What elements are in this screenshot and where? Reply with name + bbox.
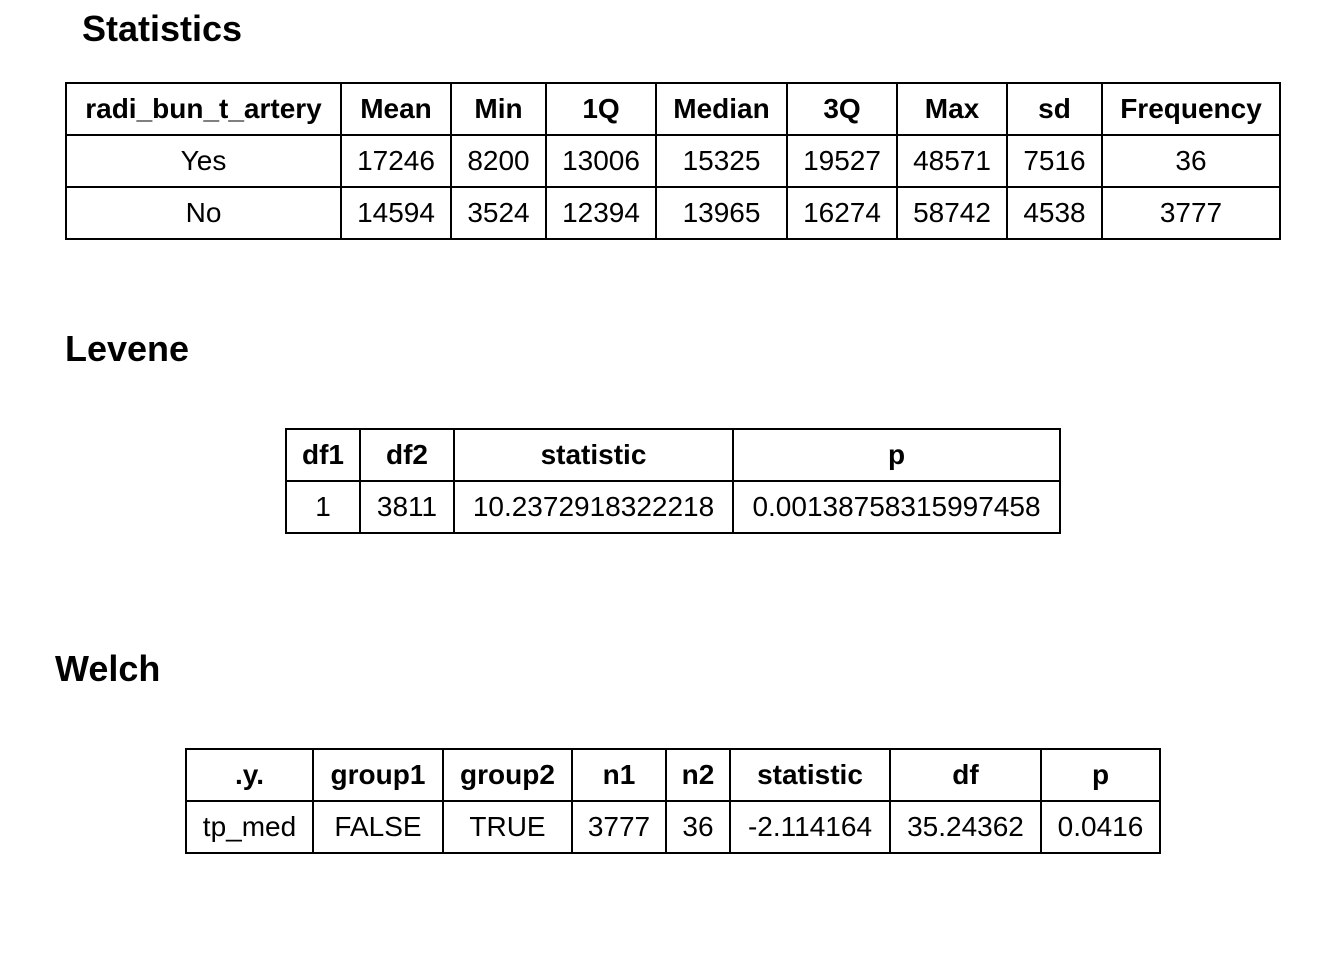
column-header: sd	[1006, 82, 1103, 136]
table-cell: 58742	[896, 186, 1008, 240]
table-cell: 12394	[545, 186, 657, 240]
table-cell: TRUE	[442, 800, 573, 854]
table-cell: 19527	[786, 134, 898, 188]
table-header-row: df1 df2 statistic p	[285, 428, 1061, 482]
column-header: 1Q	[545, 82, 657, 136]
statistics-title: Statistics	[82, 8, 243, 49]
table-cell: FALSE	[312, 800, 444, 854]
column-header: statistic	[729, 748, 891, 802]
table-cell: 7516	[1006, 134, 1103, 188]
table-cell: 13965	[655, 186, 788, 240]
table-cell: 15325	[655, 134, 788, 188]
column-header: Mean	[340, 82, 452, 136]
levene-table: df1 df2 statistic p 1 3811 10.2372918322…	[285, 428, 1061, 534]
table-cell: 3777	[571, 800, 667, 854]
table-cell: tp_med	[185, 800, 314, 854]
table-cell: 3524	[450, 186, 547, 240]
column-header: group1	[312, 748, 444, 802]
column-header: p	[1040, 748, 1161, 802]
table-cell: 16274	[786, 186, 898, 240]
welch-title: Welch	[55, 648, 161, 689]
statistics-table: radi_bun_t_artery Mean Min 1Q Median 3Q …	[65, 82, 1281, 240]
levene-title: Levene	[65, 328, 190, 369]
table-row: 1 3811 10.2372918322218 0.00138758315997…	[285, 480, 1061, 534]
table-cell: Yes	[65, 134, 342, 188]
column-header: n2	[665, 748, 731, 802]
column-header: radi_bun_t_artery	[65, 82, 342, 136]
table-cell: No	[65, 186, 342, 240]
column-header: .y.	[185, 748, 314, 802]
table-cell: 36	[665, 800, 731, 854]
table-cell: 35.24362	[889, 800, 1042, 854]
table-cell: 1	[285, 480, 361, 534]
column-header: df2	[359, 428, 455, 482]
table-header-row: radi_bun_t_artery Mean Min 1Q Median 3Q …	[65, 82, 1281, 136]
table-cell: 48571	[896, 134, 1008, 188]
column-header: df	[889, 748, 1042, 802]
table-cell: 8200	[450, 134, 547, 188]
column-header: Median	[655, 82, 788, 136]
table-cell: 3811	[359, 480, 455, 534]
table-cell: 4538	[1006, 186, 1103, 240]
welch-table: .y. group1 group2 n1 n2 statistic df p t…	[185, 748, 1161, 854]
column-header: n1	[571, 748, 667, 802]
table-cell: 3777	[1101, 186, 1281, 240]
column-header: 3Q	[786, 82, 898, 136]
column-header: Min	[450, 82, 547, 136]
column-header: statistic	[453, 428, 734, 482]
table-cell: -2.114164	[729, 800, 891, 854]
column-header: p	[732, 428, 1061, 482]
column-header: Frequency	[1101, 82, 1281, 136]
column-header: df1	[285, 428, 361, 482]
table-cell: 14594	[340, 186, 452, 240]
table-cell: 17246	[340, 134, 452, 188]
column-header: group2	[442, 748, 573, 802]
table-header-row: .y. group1 group2 n1 n2 statistic df p	[185, 748, 1161, 802]
table-cell: 36	[1101, 134, 1281, 188]
table-row: Yes 17246 8200 13006 15325 19527 48571 7…	[65, 134, 1281, 188]
table-row: No 14594 3524 12394 13965 16274 58742 45…	[65, 186, 1281, 240]
table-cell: 0.00138758315997458	[732, 480, 1061, 534]
table-cell: 13006	[545, 134, 657, 188]
table-cell: 10.2372918322218	[453, 480, 734, 534]
table-cell: 0.0416	[1040, 800, 1161, 854]
column-header: Max	[896, 82, 1008, 136]
table-row: tp_med FALSE TRUE 3777 36 -2.114164 35.2…	[185, 800, 1161, 854]
